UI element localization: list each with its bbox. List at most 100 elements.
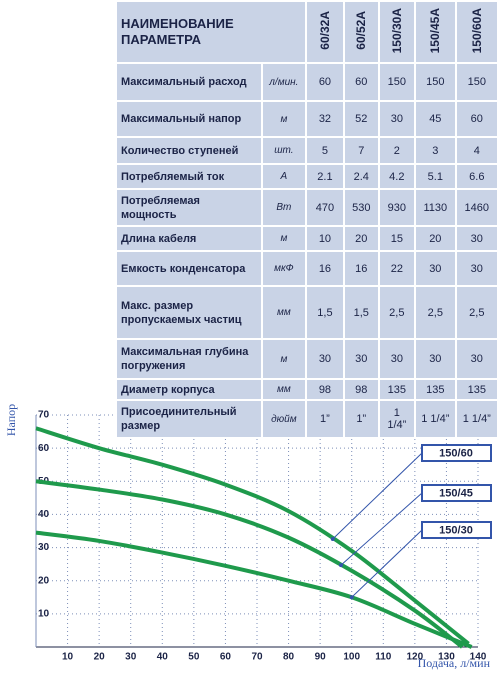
legend-label: 150/60 xyxy=(439,447,473,459)
x-axis-label: Подача, л/мин xyxy=(418,656,491,670)
row-unit: А xyxy=(260,163,307,190)
row-unit: л/мин. xyxy=(260,62,307,102)
header-model: 60/52A xyxy=(354,11,369,50)
row-value: 2 xyxy=(377,136,417,165)
table-row: Потребляемый ток А 2.1 2.4 4.2 5.1 6.6 xyxy=(115,163,499,190)
legend-box xyxy=(421,484,492,502)
row-value: 30 xyxy=(414,338,457,380)
pointer xyxy=(332,452,423,540)
row-name: Потребляемая мощность xyxy=(115,188,263,227)
pointer-dot xyxy=(349,595,354,600)
header-model: 150/45A xyxy=(428,7,443,54)
row-value: 22 xyxy=(377,250,417,287)
row-value: 16 xyxy=(342,250,380,287)
row-value: 135 xyxy=(454,378,499,401)
y-axis-label: Напор xyxy=(4,404,18,436)
row-name: Длина кабеля xyxy=(115,225,263,252)
x-tick-label: 140 xyxy=(470,652,487,663)
row-value: 2,5 xyxy=(454,285,499,340)
legend-label: 150/45 xyxy=(439,487,473,499)
row-name: Макс. размер пропускаемых частиц xyxy=(115,285,263,340)
row-value: 60 xyxy=(304,62,345,102)
row-value: 530 xyxy=(342,188,380,227)
x-tick-label: 10 xyxy=(62,652,74,663)
y-tick-label: 20 xyxy=(38,575,50,586)
row-value: 7 xyxy=(342,136,380,165)
row-value: 30 xyxy=(454,338,499,380)
table-row: Диаметр корпуса мм 98 98 135 135 135 xyxy=(115,378,499,401)
row-value: 30 xyxy=(377,100,417,138)
row-value: 1,5 xyxy=(304,285,345,340)
row-value: 470 xyxy=(304,188,345,227)
legend-box xyxy=(421,444,492,462)
row-name: Максимальная глубина погружения xyxy=(115,338,263,380)
table-row: Максимальный расход л/мин. 60 60 150 150 150 xyxy=(115,62,499,102)
row-value: 2,5 xyxy=(414,285,457,340)
row-value: 15 xyxy=(377,225,417,252)
row-unit: дюйм xyxy=(260,399,307,439)
row-value: 98 xyxy=(342,378,380,401)
row-value: 3 xyxy=(414,136,457,165)
row-value: 1,5 xyxy=(342,285,380,340)
table-row: Длина кабеля м 10 20 15 20 30 xyxy=(115,225,499,252)
row-value: 135 xyxy=(377,378,417,401)
row-name: Потребляемый ток xyxy=(115,163,263,190)
x-tick-label: 130 xyxy=(438,652,455,663)
curve xyxy=(35,426,470,646)
row-value: 135 xyxy=(414,378,457,401)
header-parameter: НАИМЕНОВАНИЕ ПАРАМЕТРА xyxy=(115,0,307,64)
row-value: 1460 xyxy=(454,188,499,227)
row-unit: м xyxy=(260,225,307,252)
x-tick-label: 70 xyxy=(251,652,263,663)
y-tick-label: 70 xyxy=(38,410,50,421)
row-value: 1” xyxy=(342,399,380,439)
row-value: 30 xyxy=(342,338,380,380)
row-value: 1 1/4” xyxy=(454,399,499,439)
row-value: 5.1 xyxy=(414,163,457,190)
row-unit: мм xyxy=(260,378,307,401)
row-name: Диаметр корпуса xyxy=(115,378,263,401)
x-tick-label: 30 xyxy=(125,652,137,663)
x-tick-label: 60 xyxy=(220,652,232,663)
row-value: 10 xyxy=(304,225,345,252)
table-row: Макс. размер пропускаемых частиц мм 1,5 1,5… xyxy=(115,285,499,340)
row-value: 30 xyxy=(414,250,457,287)
row-value: 98 xyxy=(304,378,345,401)
legend-box xyxy=(421,521,492,539)
pointer-dot xyxy=(330,536,335,541)
row-value: 150 xyxy=(454,62,499,102)
row-value: 20 xyxy=(342,225,380,252)
header-model-cell: 150/60A xyxy=(454,0,499,64)
row-value: 60 xyxy=(454,100,499,138)
row-value: 5 xyxy=(304,136,345,165)
row-name: Максимальный расход xyxy=(115,62,263,102)
curve xyxy=(35,479,464,649)
x-tick-label: 50 xyxy=(188,652,200,663)
x-tick-label: 90 xyxy=(315,652,327,663)
table-row: Емкость конденсатора мкФ 16 16 22 30 30 xyxy=(115,250,499,287)
header-model-cell: 60/32A xyxy=(304,0,345,64)
table-row: Присоединительный размер дюйм 1” 1” 1 1/4” 1 … xyxy=(115,399,499,439)
table-body: НАИМЕНОВАНИЕ ПАРАМЕТРА 60/32A 60/52A 150/30… xyxy=(115,0,499,439)
header-model-cell: 150/30A xyxy=(377,0,417,64)
y-tick-label: 30 xyxy=(38,542,50,553)
row-value: 2.1 xyxy=(304,163,345,190)
y-tick-label: 10 xyxy=(38,608,50,619)
x-tick-label: 80 xyxy=(283,652,295,663)
row-unit: мм xyxy=(260,285,307,340)
header-model: 150/30A xyxy=(389,7,404,54)
row-value: 52 xyxy=(342,100,380,138)
y-tick-label: 60 xyxy=(38,443,50,454)
row-value: 1 1/4” xyxy=(414,399,457,439)
header-model-cell: 150/45A xyxy=(414,0,457,64)
legend-label: 150/30 xyxy=(439,524,473,536)
row-value: 1 1/4” xyxy=(377,399,417,439)
row-value: 1130 xyxy=(414,188,457,227)
pointer xyxy=(351,529,423,598)
row-unit: шт. xyxy=(260,136,307,165)
header-row: НАИМЕНОВАНИЕ ПАРАМЕТРА 60/32A 60/52A 150/30… xyxy=(115,0,499,64)
x-tick-label: 110 xyxy=(375,652,392,663)
x-tick-label: 120 xyxy=(407,652,424,663)
row-value: 30 xyxy=(454,250,499,287)
